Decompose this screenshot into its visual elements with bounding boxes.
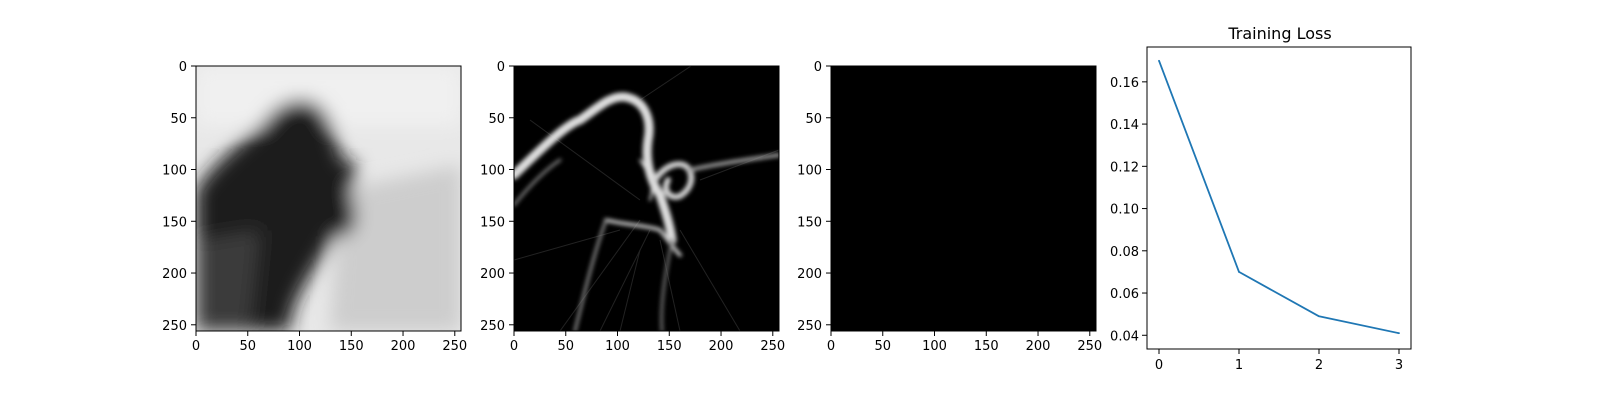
image-panel-1-picture (196, 66, 461, 331)
x-tick-label: 250 (760, 339, 785, 354)
loss-point (1398, 332, 1400, 335)
y-tick-label: 250 (480, 319, 505, 334)
x-tick-label: 50 (239, 339, 256, 354)
image-panel-3-axes: 0 50 100 150 200 250 0 50 100 150 200 250 (797, 60, 1102, 354)
y-tick-label: 0 (497, 60, 505, 75)
x-tick-label: 200 (709, 339, 734, 354)
y-tick-label: 150 (480, 215, 505, 230)
y-tick-label: 0 (814, 60, 822, 75)
loss-point (1318, 315, 1320, 318)
loss-chart-axes: 0 1 2 3 0.04 0.06 0.08 0.10 0.12 0.14 0.16 (1110, 76, 1403, 373)
image-panel-2-axes: 0 50 100 150 200 250 0 50 100 150 200 250 (480, 60, 785, 354)
y-tick-label: 250 (797, 319, 822, 334)
x-tick-label: 100 (922, 339, 947, 354)
x-tick-label: 50 (557, 339, 574, 354)
x-tick-label: 0 (510, 339, 518, 354)
x-tick-label: 2 (1315, 358, 1323, 373)
image-panel-3-frame (830, 65, 1097, 332)
y-tick-label: 0.12 (1110, 160, 1139, 175)
x-tick-label: 0 (192, 339, 200, 354)
loss-chart-title: Training Loss (1227, 24, 1331, 43)
x-tick-label: 150 (974, 339, 999, 354)
x-tick-label: 50 (874, 339, 891, 354)
x-tick-label: 1 (1235, 358, 1243, 373)
x-tick-label: 250 (1077, 339, 1102, 354)
y-tick-label: 50 (170, 112, 187, 127)
x-tick-label: 200 (1026, 339, 1051, 354)
y-tick-label: 200 (162, 267, 187, 282)
y-tick-label: 0 (179, 60, 187, 75)
x-tick-label: 250 (442, 339, 467, 354)
image-panel-1-frame (195, 65, 462, 332)
image-panel-2-picture (514, 66, 779, 331)
y-tick-label: 0.06 (1110, 287, 1139, 302)
x-tick-label: 200 (391, 339, 416, 354)
image-panel-2-frame (513, 65, 780, 332)
y-tick-label: 0.14 (1110, 118, 1139, 133)
image-panel-1: 0 50 100 150 200 250 0 50 100 150 200 250 (162, 60, 467, 354)
loss-point (1158, 59, 1160, 62)
x-tick-label: 100 (605, 339, 630, 354)
y-tick-label: 0.16 (1110, 76, 1139, 91)
loss-line (1158, 60, 1400, 335)
image-panel-1-axes: 0 50 100 150 200 250 0 50 100 150 200 250 (162, 60, 467, 354)
y-tick-label: 50 (805, 112, 822, 127)
y-tick-label: 50 (488, 112, 505, 127)
x-tick-label: 0 (1155, 358, 1163, 373)
x-tick-label: 150 (339, 339, 364, 354)
y-tick-label: 100 (480, 164, 505, 179)
x-tick-label: 3 (1395, 358, 1403, 373)
image-panel-3-picture (831, 66, 1096, 331)
y-tick-label: 200 (797, 267, 822, 282)
image-panel-2: 0 50 100 150 200 250 0 50 100 150 200 250 (480, 60, 785, 354)
image-panel-3: 0 50 100 150 200 250 0 50 100 150 200 250 (797, 60, 1102, 354)
loss-chart-series (1158, 59, 1400, 335)
loss-point (1238, 271, 1240, 273)
x-tick-label: 150 (657, 339, 682, 354)
y-tick-label: 250 (162, 319, 187, 334)
y-tick-label: 150 (162, 215, 187, 230)
y-tick-label: 0.10 (1110, 203, 1139, 218)
x-tick-label: 0 (827, 339, 835, 354)
y-tick-label: 100 (162, 164, 187, 179)
loss-chart-frame (1146, 46, 1412, 350)
loss-chart: Training Loss 0 1 2 3 0.04 0.06 0.08 0.10 0.12 0.… (1110, 24, 1412, 373)
y-tick-label: 0.04 (1110, 329, 1139, 344)
y-tick-label: 0.08 (1110, 245, 1139, 260)
y-tick-label: 100 (797, 164, 822, 179)
y-tick-label: 200 (480, 267, 505, 282)
x-tick-label: 100 (287, 339, 312, 354)
y-tick-label: 150 (797, 215, 822, 230)
